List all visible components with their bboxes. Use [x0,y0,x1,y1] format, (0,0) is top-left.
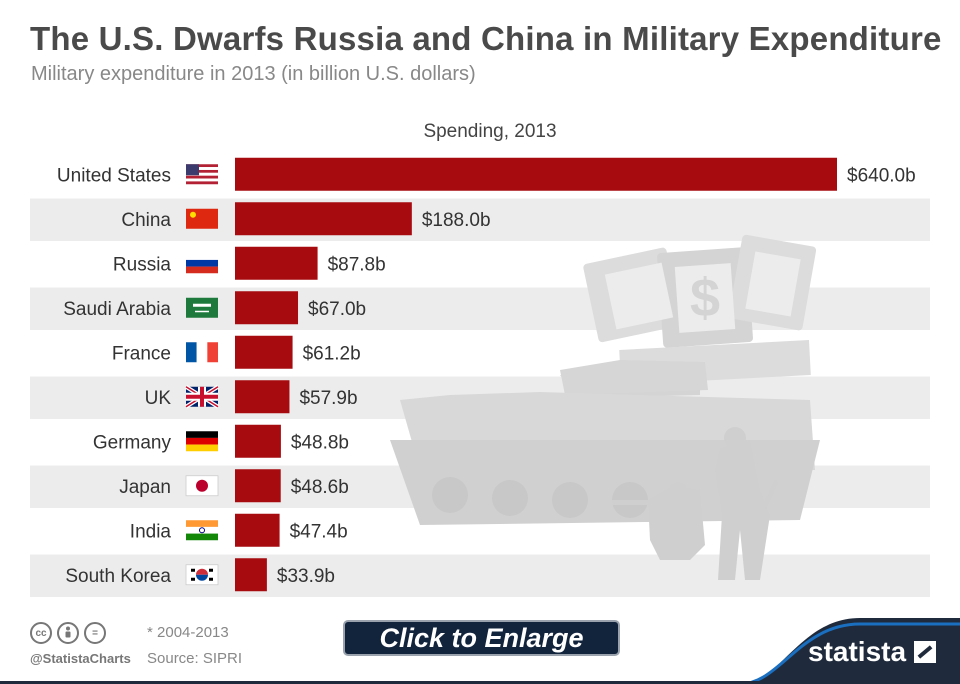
value-label: $47.4b [290,521,348,542]
row-stripe [30,198,930,241]
value-label: $640.0b [847,165,916,186]
svg-text:$: $ [690,268,720,328]
footer-rule [0,681,960,684]
twitter-handle: @StatistaCharts [30,651,131,666]
flag-china-icon [186,208,218,229]
category-label: India [130,521,172,542]
chart-subtitle: Military expenditure in 2013 (in billion… [31,63,476,85]
statista-wordmark: statista [808,636,907,667]
flag-south-korea-icon [185,564,219,586]
value-label: $57.9b [299,388,357,409]
click-to-enlarge-button[interactable]: Click to Enlarge [343,620,620,656]
flag-russia-icon [186,253,218,274]
statista-logo[interactable]: statista [808,636,937,668]
flag-japan-icon [185,475,219,497]
source-note: Source: SIPRI [147,650,243,667]
bar [235,469,281,503]
category-label: Saudi Arabia [63,299,171,320]
bar [235,558,267,592]
bar [235,157,837,191]
bar-chart: $ United States China Russia Saudi Arabia Fr… [30,157,930,597]
series-header: Spending, 2013 [423,121,557,142]
footnote: * 2004-2013 [147,624,229,641]
bar [235,291,299,325]
category-label: United States [57,165,171,186]
category-label: France [112,343,171,364]
flag-france-icon [186,342,218,363]
attribution-icon [57,622,79,644]
bar [235,513,280,547]
flag-germany-icon [186,431,218,452]
bar [235,424,281,458]
category-label: China [121,210,171,231]
flag-india-icon [186,520,218,541]
creative-commons-icons: cc = [30,622,106,644]
category-label: UK [145,388,172,409]
flag-us-icon [186,164,218,185]
statista-mark-icon [914,641,937,663]
category-label: South Korea [65,566,171,587]
value-label: $188.0b [422,210,491,231]
flag-saudi-arabia-icon [186,297,218,318]
bar [235,335,293,369]
bar [235,246,318,280]
value-label: $33.9b [277,566,335,587]
value-label: $87.8b [328,254,386,275]
bar [235,380,290,414]
value-label: $61.2b [303,343,361,364]
flag-uk-icon [184,385,220,409]
value-label: $67.0b [308,299,366,320]
value-label: $48.8b [291,432,349,453]
cc-icon: cc [30,622,52,644]
value-label: $48.6b [291,477,349,498]
chart-title: The U.S. Dwarfs Russia and China in Mili… [30,20,942,57]
category-label: Russia [113,254,172,275]
row-stripe [30,554,930,597]
category-label: Germany [93,432,172,453]
tank-money-watermark: $ [390,234,820,580]
category-label: Japan [119,477,171,498]
bar [235,202,412,236]
no-derivatives-icon: = [84,622,106,644]
